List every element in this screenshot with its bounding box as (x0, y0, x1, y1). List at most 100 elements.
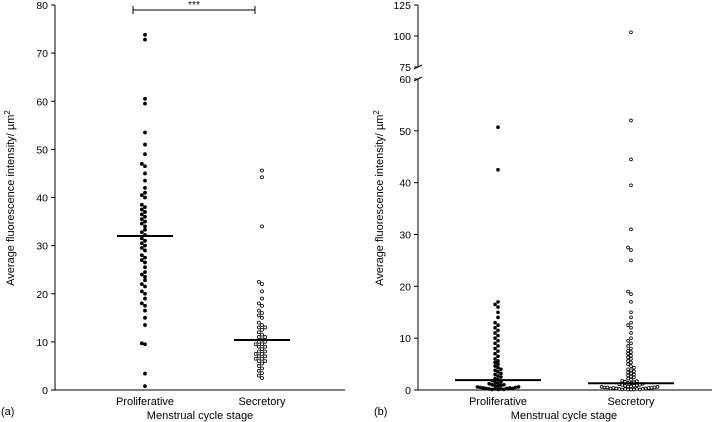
panel-a-point-secretory (256, 313, 261, 318)
panel-b-point-proliferative (496, 374, 500, 378)
panel-a-point-proliferative (139, 246, 144, 250)
panel-a-point-secretory (263, 344, 268, 349)
panel-a-point-proliferative (143, 210, 147, 214)
panel-b-point-secretory (623, 387, 627, 391)
panel-b-point-secretory (629, 353, 633, 358)
panel-b-point-secretory (608, 386, 613, 391)
panel-b-point-proliferative (490, 383, 494, 387)
panel-b-point-secretory (629, 364, 633, 368)
panel-a-point-secretory (256, 308, 261, 313)
panel-b-point-secretory (626, 376, 630, 381)
panel-a-point-proliferative (143, 227, 147, 232)
panel-b-y-tick-label: 125 (393, 0, 411, 12)
panel-b-y-tick-label: 50 (399, 126, 411, 138)
panel-b-point-proliferative (505, 386, 509, 391)
panel-b-point-proliferative (493, 372, 497, 377)
panel-a-point-secretory (260, 175, 264, 180)
panel-a-point-secretory (260, 224, 264, 229)
panel-a-point-proliferative (143, 243, 147, 248)
panel-b-point-secretory (626, 384, 630, 389)
panel-a-point-secretory (263, 335, 268, 339)
panel-b-point-proliferative (493, 331, 497, 335)
panel-a-y-tick-label: 10 (36, 337, 48, 349)
panel-a-point-proliferative (143, 37, 147, 42)
panel-b-point-proliferative (510, 386, 515, 391)
panel-a-point-secretory (260, 296, 264, 301)
panel-b-point-proliferative (493, 351, 497, 356)
panel-b-category-label-0: Proliferative (469, 396, 527, 408)
panel-b-point-secretory (629, 357, 633, 361)
panel-b-point-secretory (632, 375, 636, 380)
panel-a-point-proliferative (143, 296, 147, 301)
panel-b-point-secretory (626, 338, 630, 343)
panel-b-point-proliferative (493, 368, 497, 373)
panel-a-y-tick-label: 0 (42, 385, 48, 397)
panel-a-y-tick-label: 50 (36, 144, 48, 156)
panel-b-point-proliferative (493, 302, 497, 307)
panel-b-point-secretory (640, 387, 645, 391)
panel-b-x-axis-title: Menstrual cycle stage (511, 410, 617, 422)
panel-a-point-proliferative (143, 265, 147, 270)
panel-b-y-axis-title-text: Average fluorescence intensity/ µm (374, 115, 386, 286)
panel-a-y-tick-label: 80 (36, 0, 48, 12)
panel-b-point-secretory (626, 289, 630, 294)
panel-b-y-tick-label: 20 (399, 281, 411, 293)
panel-a-point-secretory (256, 364, 261, 368)
panel-a-point-secretory (260, 366, 264, 371)
panel-a-point-proliferative (139, 207, 144, 212)
panel-b-point-proliferative (516, 385, 521, 389)
panel-b-point-proliferative (484, 386, 489, 391)
panel-b-point-proliferative (496, 354, 500, 359)
panel-b-point-secretory (611, 386, 616, 390)
panel-a-point-secretory (263, 359, 268, 364)
panel-a-point-proliferative (143, 315, 147, 320)
panel-b-y-tick-label: 0 (405, 385, 411, 397)
panel-a-category-label-1: Secretory (238, 396, 286, 408)
panel-b-point-secretory (629, 374, 633, 379)
panel-a-point-secretory (256, 373, 261, 378)
panel-b-point-proliferative (493, 380, 497, 385)
panel-b-point-proliferative (502, 383, 506, 387)
panel-b-point-proliferative (493, 364, 497, 368)
panel-a-point-secretory (260, 332, 264, 337)
panel-b-point-proliferative (496, 359, 500, 363)
panel-b-point-proliferative (493, 346, 497, 351)
panel-a-point-proliferative (143, 130, 147, 135)
panel-a-point-proliferative (143, 371, 147, 376)
panel-a-point-proliferative (143, 255, 147, 260)
panel-a-point-secretory (253, 352, 258, 356)
panel-b-point-proliferative (496, 315, 500, 320)
panel-a-point-proliferative (143, 384, 147, 389)
panel-b-point-secretory (629, 336, 633, 340)
panel-b-point-proliferative (493, 357, 497, 361)
panel-a-point-secretory (260, 315, 264, 320)
panel-a-point-proliferative (139, 253, 144, 258)
panel-b-point-secretory (626, 323, 630, 328)
panel-b-point-secretory (629, 377, 633, 382)
panel-b-y-tick-label: 10 (399, 333, 411, 345)
panel-b-point-proliferative (496, 344, 500, 348)
panel-a-point-secretory (260, 289, 264, 294)
panel-b-point-secretory (626, 370, 630, 375)
panel-b-point-proliferative (507, 386, 512, 390)
panel-b-y-axis-title-superscript: 2 (372, 110, 381, 115)
panel-a-point-proliferative (139, 230, 144, 235)
panel-a-point-proliferative (143, 96, 147, 101)
panel-a-point-proliferative (139, 289, 144, 294)
panel-b-point-proliferative (493, 341, 497, 346)
panel-b-point-secretory (629, 30, 633, 35)
panel-b-point-secretory (629, 300, 633, 304)
panel-b-point-secretory (599, 385, 604, 389)
panel-b-category-label-1: Secretory (607, 396, 655, 408)
panel-a-point-secretory (260, 311, 264, 315)
panel-a-point-secretory (256, 368, 261, 373)
panel-a-point-secretory (256, 330, 261, 335)
panel-a-point-proliferative (139, 301, 144, 306)
panel-a-point-proliferative (143, 164, 147, 169)
panel-b-point-proliferative (496, 381, 500, 386)
panel-a-point-secretory (260, 352, 264, 356)
panel-b-point-secretory (638, 387, 642, 392)
panel-a-point-proliferative (139, 212, 144, 217)
panel-b-point-secretory (629, 350, 633, 354)
